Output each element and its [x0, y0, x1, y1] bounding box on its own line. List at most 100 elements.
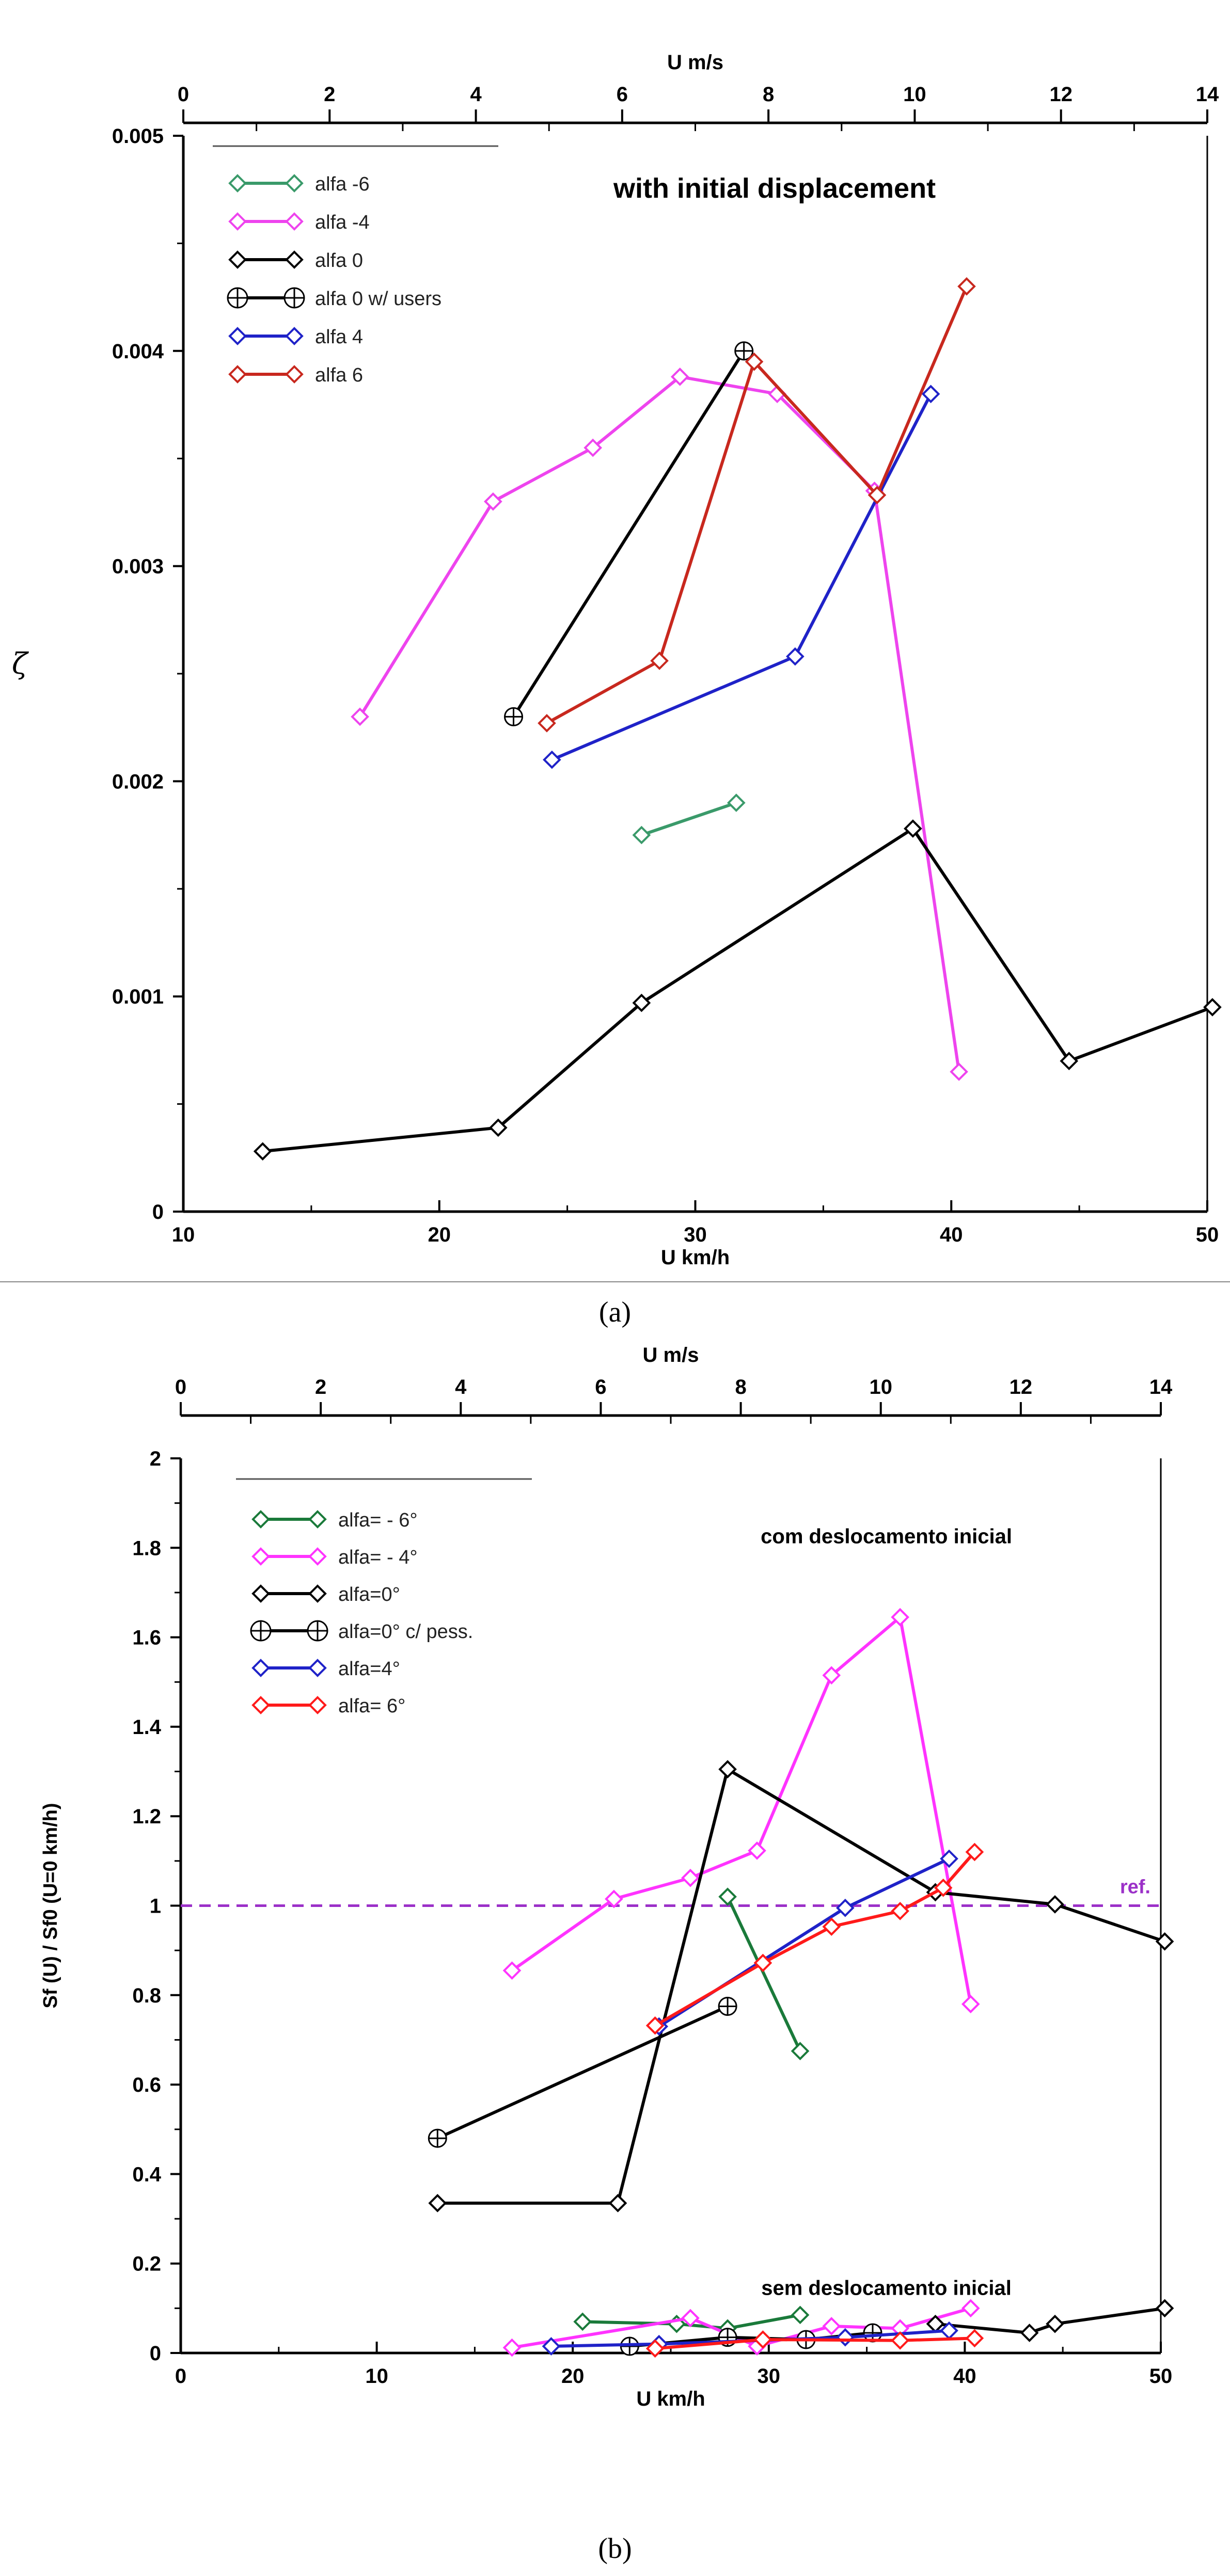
b-x2tick-label: 4 — [455, 1376, 467, 1398]
a-data-point — [1060, 1052, 1079, 1071]
a-legend-label: alfa 0 w/ users — [315, 288, 441, 310]
a-x2tick-label: 4 — [470, 83, 482, 106]
b-legend-marker — [251, 1696, 270, 1714]
a-data-point — [727, 793, 746, 812]
panel-divider — [0, 1281, 1230, 1282]
a-series-line — [262, 827, 1213, 1153]
a-data-point — [734, 341, 754, 361]
a-x2tick-label: 12 — [1049, 83, 1073, 106]
b-ytick-label: 0.6 — [132, 2074, 161, 2096]
b-series-8 — [926, 2299, 1174, 2342]
b-series-line — [511, 1615, 972, 2005]
b-legend-label: alfa= - 6° — [338, 1509, 418, 1531]
b-ytick-label: 2 — [150, 1448, 161, 1470]
a-series-4 — [543, 385, 940, 769]
b-ytick-label: 1.8 — [132, 1537, 161, 1560]
b-data-point — [965, 2329, 984, 2348]
b-data-point — [1155, 1932, 1174, 1951]
b-legend-marker — [251, 1510, 270, 1529]
b-ytick-label: 0.8 — [132, 1984, 161, 2007]
b-x2tick-label: 10 — [869, 1376, 892, 1398]
b-legend-label: alfa= - 4° — [338, 1547, 418, 1568]
a-xtick-label: 40 — [940, 1223, 963, 1246]
a-series-line — [551, 393, 933, 761]
b-series-11 — [645, 2329, 984, 2358]
b-data-point — [965, 1842, 984, 1862]
b-data-point — [605, 1889, 623, 1909]
b-xtick-label: 50 — [1149, 2365, 1173, 2388]
a-series-2 — [253, 819, 1222, 1161]
a-legend-marker — [285, 212, 304, 231]
b-data-point — [645, 2016, 665, 2035]
a-data-point — [632, 993, 651, 1012]
a-legend-marker — [227, 287, 248, 309]
a-x2tick-label: 14 — [1196, 83, 1219, 106]
b-legend-label: alfa=0° — [338, 1584, 400, 1605]
b-xtick-label: 30 — [758, 2365, 781, 2388]
b-ytick-label: 0 — [150, 2342, 161, 2365]
b-x2tick-label: 12 — [1010, 1376, 1033, 1398]
a-legend-label: alfa 4 — [315, 326, 363, 348]
b-data-point — [428, 2128, 447, 2148]
b-data-point — [836, 2328, 855, 2347]
b-data-point — [718, 1996, 737, 2016]
b-data-point — [748, 1841, 766, 1860]
b-x2label: U m/s — [643, 1344, 699, 1366]
a-data-point — [745, 352, 764, 371]
a-series-5 — [538, 277, 976, 733]
a-ytick-label: 0.002 — [112, 770, 164, 793]
b-series-line — [654, 1851, 976, 2027]
b-legend-marker — [308, 1659, 327, 1677]
a-legend-label: alfa -6 — [315, 173, 370, 195]
b-series-line — [935, 2307, 1165, 2335]
b-ref-label: ref. — [1120, 1877, 1150, 1898]
b-xlabel: U km/h — [636, 2388, 705, 2410]
a-legend-marker — [285, 365, 304, 384]
b-data-point — [822, 2317, 841, 2335]
a-ytick-label: 0 — [152, 1201, 164, 1223]
a-data-point — [584, 438, 603, 457]
b-data-point — [934, 1879, 953, 1897]
a-legend-marker — [228, 327, 247, 345]
b-legend-marker — [308, 1696, 327, 1714]
b-series-5 — [645, 1842, 984, 2035]
b-legend-marker — [308, 1584, 327, 1603]
a-x2tick-label: 6 — [617, 83, 628, 106]
b-data-point — [891, 1902, 909, 1920]
b-x2tick-label: 8 — [735, 1376, 746, 1398]
b-ytick-label: 1.2 — [132, 1805, 161, 1828]
b-data-point — [681, 2309, 700, 2328]
a-x2tick-label: 8 — [763, 83, 774, 106]
a-data-point — [253, 1142, 272, 1161]
b-series-line — [655, 2336, 975, 2350]
b-ytick-label: 0.2 — [132, 2253, 161, 2276]
b-series-line — [437, 1768, 1165, 2205]
a-data-point — [957, 277, 976, 296]
b-ytick-label: 0.4 — [132, 2163, 161, 2186]
b-legend-marker — [251, 1659, 270, 1677]
a-xtick-label: 30 — [684, 1223, 707, 1246]
a-data-point — [904, 819, 922, 838]
b-data-point — [608, 2193, 627, 2213]
a-ytick-label: 0.001 — [112, 985, 164, 1008]
b-data-point — [502, 1961, 522, 1980]
a-xtick-label: 10 — [172, 1223, 195, 1246]
b-data-point — [940, 1849, 958, 1868]
a-data-point — [632, 825, 651, 845]
a-xtick-label: 20 — [428, 1223, 451, 1246]
b-data-point — [961, 1995, 980, 2013]
b-xtick-label: 10 — [365, 2365, 388, 2388]
b-x2tick-label: 14 — [1149, 1376, 1173, 1398]
b-data-point — [645, 2339, 665, 2358]
panel-a-label: (a) — [598, 1296, 632, 1328]
b-legend-label: alfa= 6° — [338, 1695, 405, 1717]
b-xtick-label: 0 — [175, 2365, 186, 2388]
a-series-0 — [632, 793, 746, 845]
b-xtick-label: 20 — [561, 2365, 585, 2388]
a-data-point — [351, 707, 369, 726]
a-legend-marker — [283, 287, 305, 309]
b-data-point — [502, 2338, 522, 2357]
b-legend-marker — [308, 1547, 327, 1566]
b-series-line — [726, 1896, 802, 2052]
